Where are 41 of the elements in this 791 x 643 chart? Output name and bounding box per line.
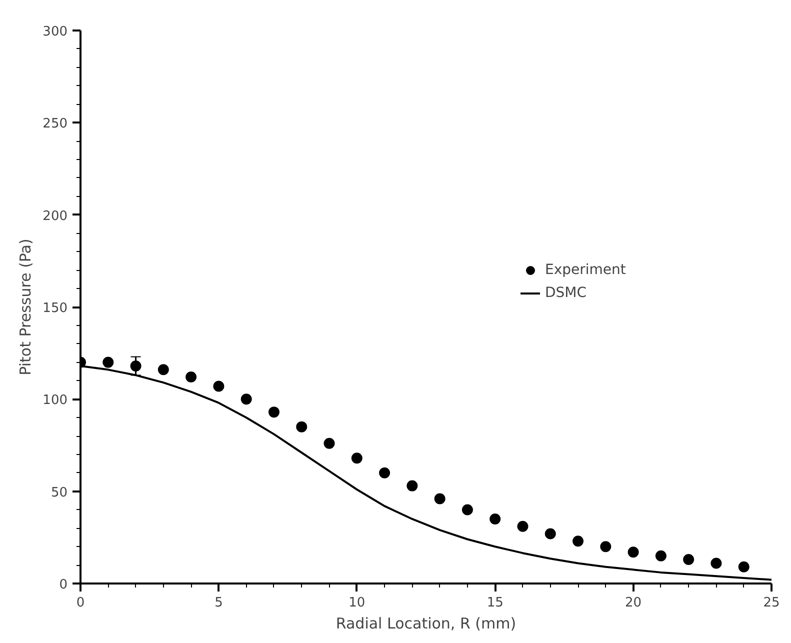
point xyxy=(710,558,722,569)
point xyxy=(130,360,142,372)
point xyxy=(324,438,335,449)
point xyxy=(628,546,639,558)
point xyxy=(240,394,252,405)
point xyxy=(600,541,612,552)
y-axis-title: Pitot Pressure (Pa) xyxy=(16,238,35,376)
point xyxy=(186,372,197,383)
point xyxy=(462,504,473,516)
legend-label: Experiment xyxy=(545,262,626,278)
point xyxy=(406,480,418,492)
x-tick-label: 10 xyxy=(348,596,366,610)
point xyxy=(738,561,750,572)
y-tick-label: 150 xyxy=(42,301,68,316)
point xyxy=(379,467,390,478)
point xyxy=(268,406,280,418)
point xyxy=(158,364,169,376)
y-tick-label: 250 xyxy=(42,116,68,132)
point xyxy=(517,520,528,532)
point xyxy=(544,528,556,540)
point xyxy=(296,421,308,432)
y-tick-label: 100 xyxy=(42,393,68,408)
y-tick-label: 300 xyxy=(42,24,68,40)
point xyxy=(213,380,224,392)
point xyxy=(351,452,362,464)
x-tick-label: 15 xyxy=(486,596,504,610)
x-tick-label: 0 xyxy=(76,596,85,610)
point xyxy=(572,536,584,547)
x-tick-label: 25 xyxy=(763,596,780,610)
x-tick-label: 5 xyxy=(214,596,223,610)
point xyxy=(434,493,446,504)
x-tick-label: 20 xyxy=(625,596,642,610)
y-tick-label: 0 xyxy=(59,578,68,592)
y-tick-label: 200 xyxy=(42,208,68,224)
point xyxy=(102,356,114,368)
legend-label: DSMC xyxy=(545,285,587,301)
point xyxy=(655,550,666,562)
y-tick-label: 50 xyxy=(50,485,68,500)
point xyxy=(490,513,501,524)
x-axis-title: Radial Location, R (mm) xyxy=(336,614,516,632)
point xyxy=(683,554,694,566)
